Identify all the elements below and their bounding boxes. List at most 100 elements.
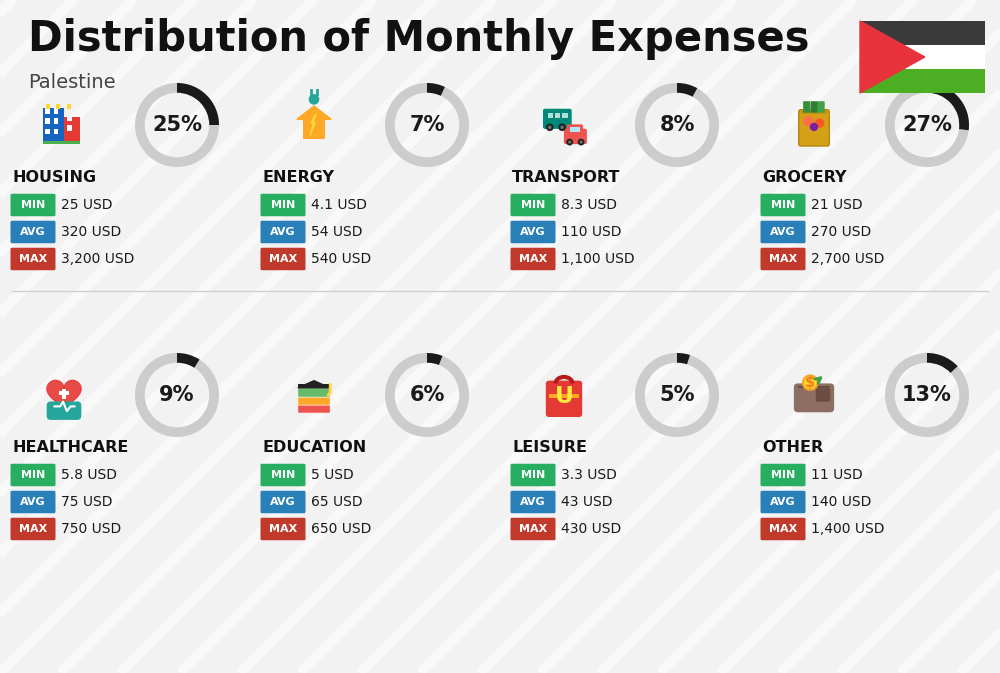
FancyBboxPatch shape (298, 396, 330, 405)
FancyBboxPatch shape (803, 101, 810, 112)
FancyBboxPatch shape (67, 104, 71, 109)
Text: AVG: AVG (20, 227, 46, 237)
Text: MIN: MIN (21, 200, 45, 210)
Text: 5.8 USD: 5.8 USD (61, 468, 117, 482)
Text: MAX: MAX (269, 254, 297, 264)
Text: MIN: MIN (521, 470, 545, 480)
FancyBboxPatch shape (794, 384, 834, 413)
FancyBboxPatch shape (543, 109, 572, 129)
FancyBboxPatch shape (564, 129, 587, 144)
FancyBboxPatch shape (303, 118, 325, 139)
FancyBboxPatch shape (761, 248, 806, 271)
Text: Distribution of Monthly Expenses: Distribution of Monthly Expenses (28, 18, 810, 60)
FancyBboxPatch shape (761, 464, 806, 487)
Text: 43 USD: 43 USD (561, 495, 612, 509)
Text: 8.3 USD: 8.3 USD (561, 198, 617, 212)
Text: 1,100 USD: 1,100 USD (561, 252, 635, 266)
FancyBboxPatch shape (260, 248, 306, 271)
Text: MAX: MAX (19, 254, 47, 264)
FancyBboxPatch shape (761, 491, 806, 513)
FancyBboxPatch shape (59, 391, 69, 394)
FancyBboxPatch shape (511, 194, 556, 216)
FancyBboxPatch shape (799, 110, 829, 146)
FancyBboxPatch shape (511, 464, 556, 487)
Wedge shape (885, 353, 969, 437)
FancyBboxPatch shape (10, 248, 55, 271)
FancyBboxPatch shape (860, 69, 985, 93)
FancyBboxPatch shape (511, 491, 556, 513)
Text: 27%: 27% (902, 115, 952, 135)
Polygon shape (860, 21, 925, 93)
Text: 1,400 USD: 1,400 USD (811, 522, 885, 536)
FancyBboxPatch shape (47, 402, 81, 420)
Text: MAX: MAX (769, 254, 797, 264)
Text: 21 USD: 21 USD (811, 198, 863, 212)
Text: TRANSPORT: TRANSPORT (512, 170, 620, 185)
Text: 11 USD: 11 USD (811, 468, 863, 482)
Text: MIN: MIN (271, 470, 295, 480)
Text: 6%: 6% (409, 385, 445, 405)
FancyBboxPatch shape (54, 118, 58, 124)
FancyBboxPatch shape (260, 464, 306, 487)
Text: MAX: MAX (519, 254, 547, 264)
Text: 3,200 USD: 3,200 USD (61, 252, 134, 266)
FancyBboxPatch shape (45, 129, 50, 135)
Text: 430 USD: 430 USD (561, 522, 621, 536)
FancyBboxPatch shape (511, 221, 556, 243)
Text: MIN: MIN (771, 200, 795, 210)
FancyBboxPatch shape (45, 118, 50, 124)
Circle shape (810, 122, 818, 131)
Text: 8%: 8% (659, 115, 695, 135)
Wedge shape (635, 83, 719, 167)
Text: 750 USD: 750 USD (61, 522, 121, 536)
Wedge shape (385, 83, 469, 167)
FancyBboxPatch shape (761, 194, 806, 216)
Circle shape (560, 126, 564, 129)
Text: 9%: 9% (159, 385, 195, 405)
Wedge shape (635, 353, 719, 437)
FancyBboxPatch shape (298, 384, 330, 388)
FancyBboxPatch shape (570, 127, 580, 132)
Wedge shape (885, 83, 969, 167)
FancyBboxPatch shape (567, 125, 583, 135)
FancyBboxPatch shape (548, 112, 553, 118)
FancyBboxPatch shape (817, 101, 825, 112)
Wedge shape (927, 353, 958, 373)
Circle shape (803, 116, 814, 127)
Circle shape (803, 376, 817, 390)
Circle shape (568, 141, 571, 143)
Text: GROCERY: GROCERY (762, 170, 846, 185)
Text: MIN: MIN (771, 470, 795, 480)
Text: $: $ (805, 375, 815, 390)
Text: 2,700 USD: 2,700 USD (811, 252, 884, 266)
FancyBboxPatch shape (260, 221, 306, 243)
FancyBboxPatch shape (54, 108, 58, 114)
Polygon shape (297, 106, 331, 119)
FancyBboxPatch shape (761, 518, 806, 540)
Text: MAX: MAX (269, 524, 297, 534)
Text: AVG: AVG (20, 497, 46, 507)
Text: 25%: 25% (152, 115, 202, 135)
Text: OTHER: OTHER (762, 440, 823, 455)
Text: HEALTHCARE: HEALTHCARE (12, 440, 128, 455)
Text: MAX: MAX (19, 524, 47, 534)
Text: Palestine: Palestine (28, 73, 116, 92)
Circle shape (309, 94, 319, 105)
Text: MIN: MIN (271, 200, 295, 210)
Circle shape (578, 139, 585, 145)
Polygon shape (47, 380, 81, 411)
Text: MAX: MAX (519, 524, 547, 534)
Text: AVG: AVG (270, 227, 296, 237)
FancyBboxPatch shape (64, 117, 80, 142)
Text: 650 USD: 650 USD (311, 522, 371, 536)
Text: AVG: AVG (770, 227, 796, 237)
Wedge shape (177, 353, 200, 367)
Text: 110 USD: 110 USD (561, 225, 622, 239)
FancyBboxPatch shape (10, 491, 55, 513)
FancyBboxPatch shape (798, 386, 830, 388)
FancyBboxPatch shape (260, 491, 306, 513)
FancyBboxPatch shape (860, 45, 985, 69)
Polygon shape (298, 381, 330, 388)
Circle shape (558, 123, 566, 131)
Text: 5 USD: 5 USD (311, 468, 354, 482)
